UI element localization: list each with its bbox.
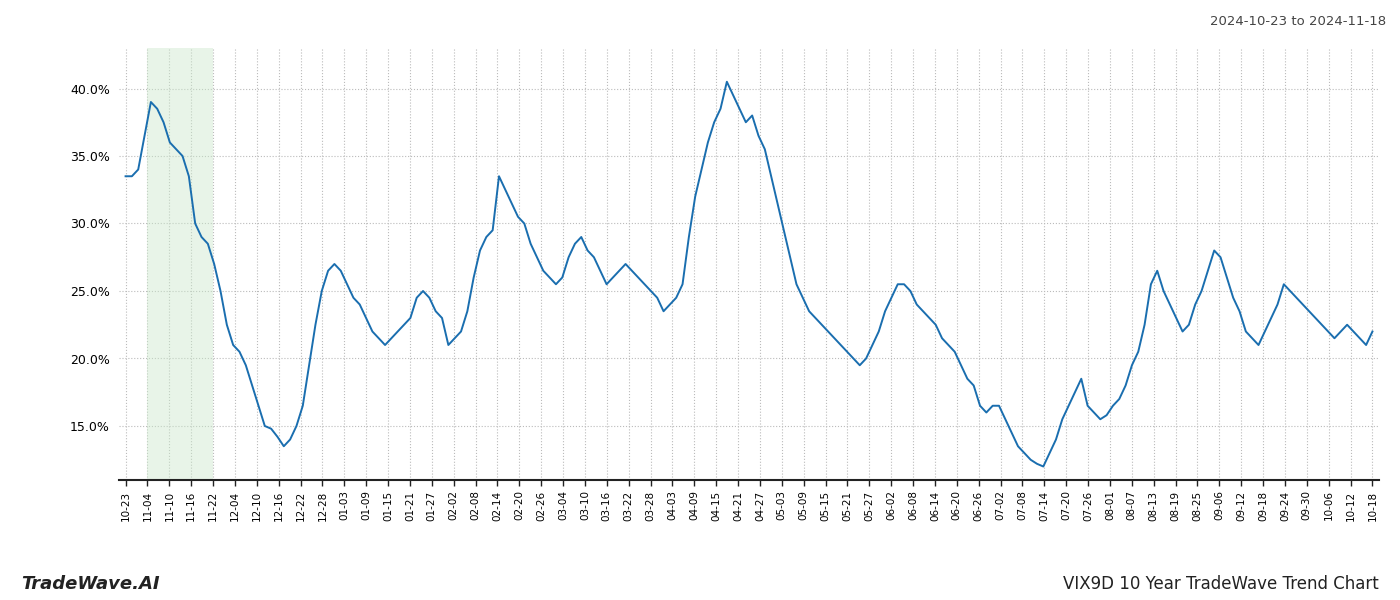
Text: 2024-10-23 to 2024-11-18: 2024-10-23 to 2024-11-18 — [1210, 15, 1386, 28]
Text: VIX9D 10 Year TradeWave Trend Chart: VIX9D 10 Year TradeWave Trend Chart — [1063, 575, 1379, 593]
Text: TradeWave.AI: TradeWave.AI — [21, 575, 160, 593]
Bar — [147, 48, 213, 480]
